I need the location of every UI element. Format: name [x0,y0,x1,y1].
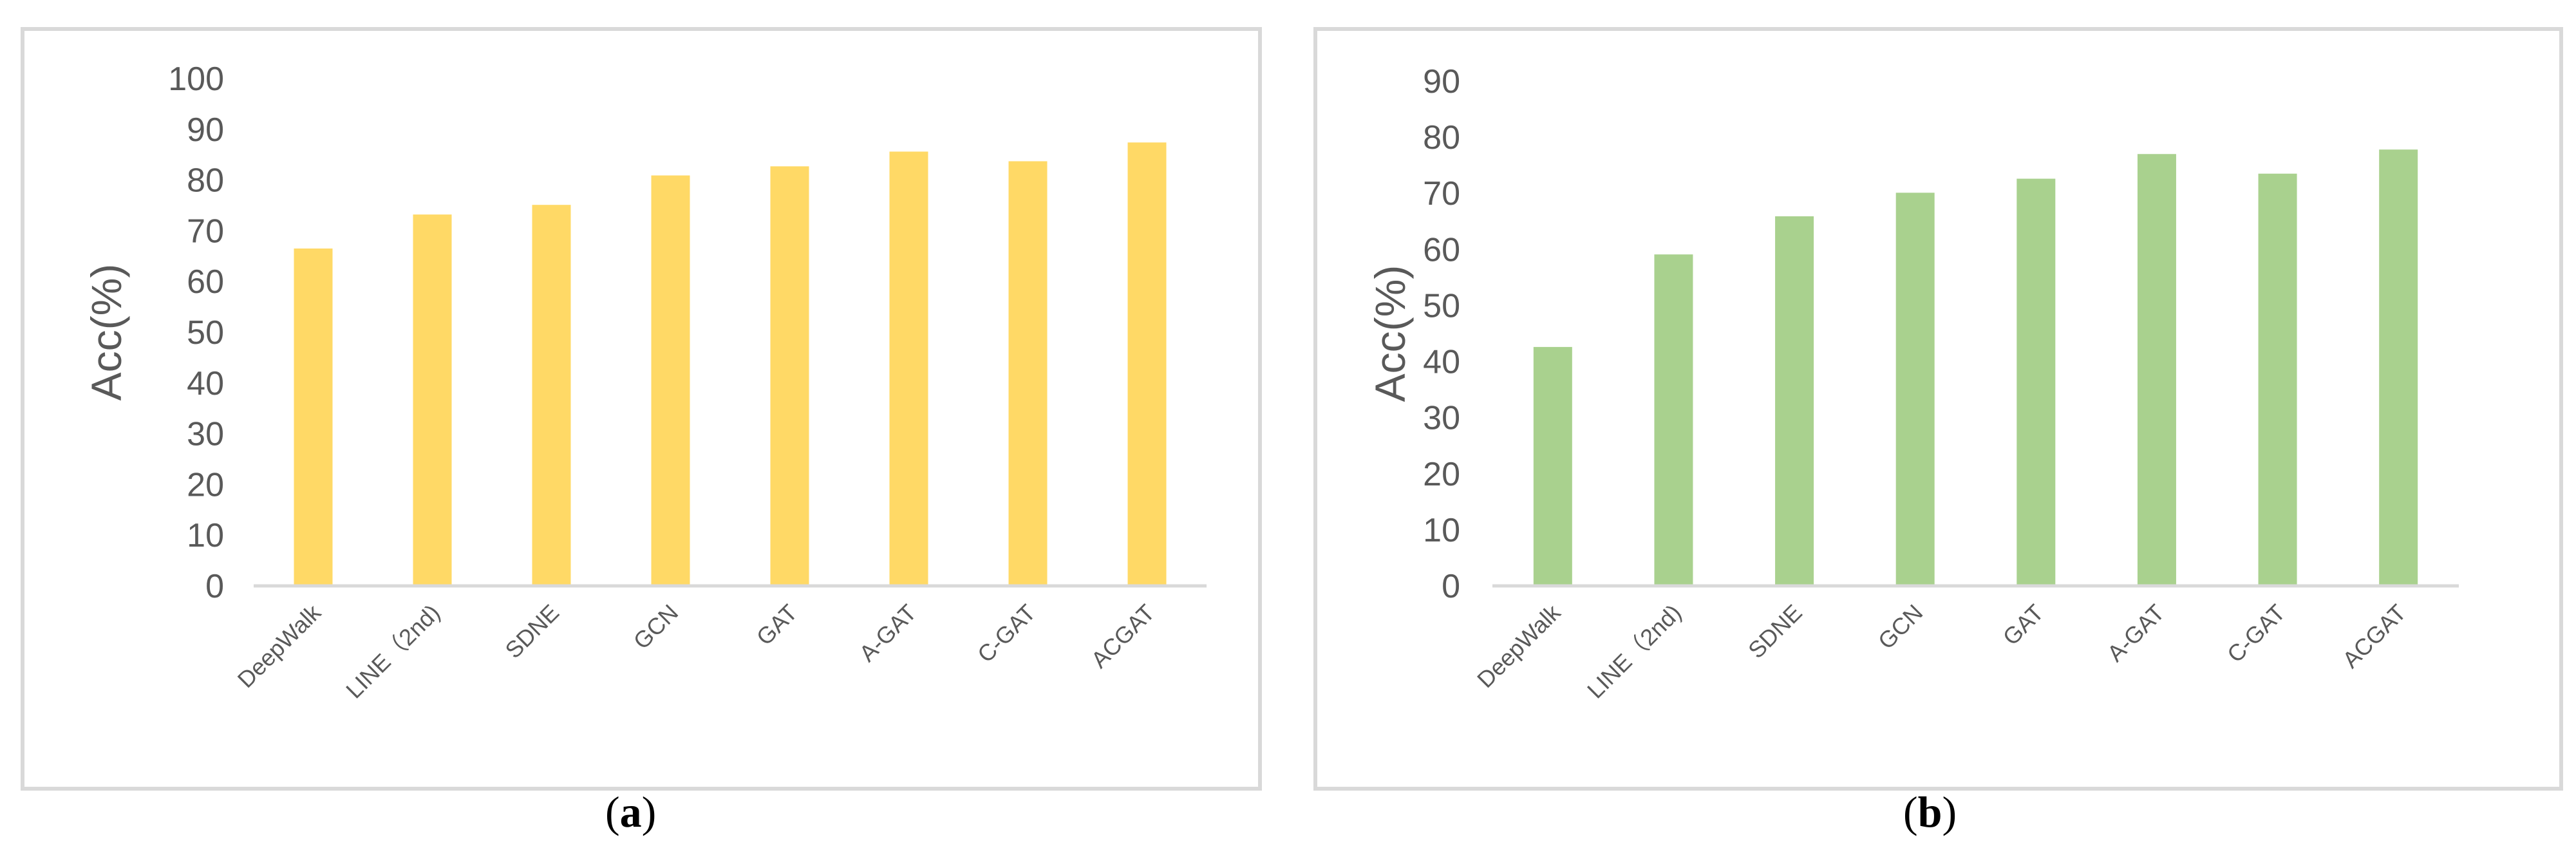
bar-c-gat [1008,161,1048,587]
y-tick-label: 30 [1423,400,1460,437]
y-tick-label: 20 [187,466,224,503]
bar-chart-b: 0 10 20 30 40 50 60 70 80 90 DeepWalk LINE（2nd) SDNE… [1366,63,2459,704]
x-tick-label: GCN [1873,599,1928,655]
bar-gat [770,166,809,587]
bar-a-gat [889,151,928,587]
y-tick-label: 40 [1423,344,1460,381]
y-tick-label: 90 [187,111,224,149]
y-tick-label: 30 [187,416,224,453]
y-tick-label: 50 [1423,287,1460,324]
y-tick-label: 80 [1423,119,1460,156]
chart-panel-a: 0 10 20 30 40 50 60 70 80 90 100 DeepWalk LINE（2nd) S… [21,27,1262,791]
bar-sdne [532,205,571,586]
bar-deepwalk [294,248,333,587]
x-tick-label: LINE（2nd) [1582,599,1686,704]
y-axis-title: Acc(%) [82,264,130,401]
caption-b-letter: b [1917,787,1942,836]
bar-sdne [1775,216,1814,587]
bar-gcn [651,175,690,586]
x-tick-label: A-GAT [2102,599,2170,667]
x-tick-label: DeepWalk [232,599,326,693]
bar-acgat [2379,149,2418,586]
bar-chart-a: 0 10 20 30 40 50 60 70 80 90 100 DeepWalk LINE（2nd) S… [82,61,1207,704]
y-tick-label: 60 [187,263,224,301]
bar-acgat [1127,142,1167,587]
y-tick-label: 60 [1423,231,1460,268]
caption-b: (b) [1903,787,1957,836]
y-tick-label: 80 [187,162,224,200]
y-tick-label: 10 [1423,512,1460,549]
x-tick-label: GAT [1998,599,2049,650]
y-tick-label: 20 [1423,456,1460,493]
x-tick-label: GCN [628,599,684,655]
caption-a: (a) [605,787,657,836]
x-tick-label: A-GAT [854,599,921,667]
y-tick-label: 100 [168,61,224,98]
y-tick-label: 10 [187,517,224,554]
x-tick-label: SDNE [500,599,564,664]
caption-a-letter: a [619,787,642,836]
y-tick-label: 0 [1442,568,1460,605]
x-tick-label: C-GAT [2222,599,2290,668]
x-tick-label: DeepWalk [1472,599,1566,693]
y-tick-label: 70 [1423,175,1460,212]
y-tick-label: 40 [187,365,224,402]
bar-c-gat [2258,173,2297,586]
bar-line-2nd- [1654,254,1693,586]
bar-gcn [1895,193,1935,587]
y-axis-title: Acc(%) [1366,265,1414,402]
bar-a-gat [2137,154,2176,586]
x-tick-label: C-GAT [972,599,1040,668]
bar-line-2nd- [413,214,452,587]
x-tick-label: LINE（2nd) [341,599,445,704]
x-tick-label: ACGAT [1086,599,1160,673]
y-tick-label: 90 [1423,63,1460,100]
bar-gat [2017,178,2056,586]
x-tick-label: GAT [751,599,802,650]
x-tick-label: ACGAT [2337,599,2411,673]
chart-panel-b: 0 10 20 30 40 50 60 70 80 90 DeepWalk LINE（2nd) SDNE… [1313,27,2563,791]
y-tick-label: 50 [187,314,224,352]
bar-deepwalk [1533,346,1572,586]
y-tick-label: 0 [205,568,224,605]
x-tick-label: SDNE [1743,599,1807,664]
y-tick-label: 70 [187,212,224,250]
